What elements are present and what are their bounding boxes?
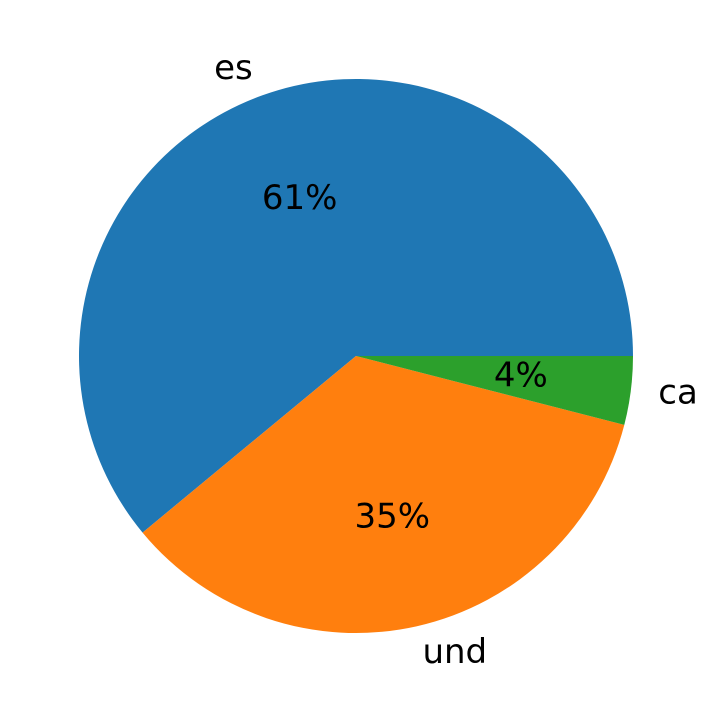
pie-slice-und: [142, 356, 625, 633]
slice-percent-es: 61%: [262, 178, 338, 218]
pie-slice-ca: [356, 356, 633, 425]
slice-percent-ca: 4%: [494, 355, 548, 395]
slice-label-ca: ca: [658, 373, 698, 413]
labels-layer: es 61% und 35% ca 4%: [214, 48, 698, 672]
slice-percent-und: 35%: [354, 497, 430, 537]
slice-label-und: und: [422, 632, 487, 672]
slices-layer: [78, 78, 634, 633]
slice-label-es: es: [214, 48, 253, 88]
pie-slice-es: [78, 78, 634, 533]
